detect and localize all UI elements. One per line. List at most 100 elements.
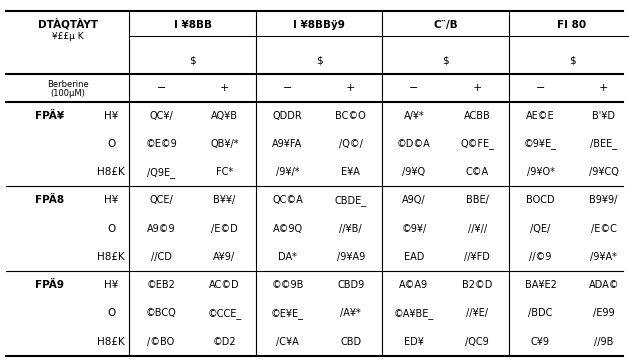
Text: $: $ [316, 56, 323, 66]
Text: O: O [107, 139, 115, 149]
Text: QDDR: QDDR [272, 111, 303, 121]
Text: A¥9/: A¥9/ [213, 252, 235, 262]
Text: Q©FE_: Q©FE_ [460, 139, 494, 150]
Text: H8£K: H8£K [97, 337, 125, 347]
Text: //©9: //©9 [529, 252, 552, 262]
Text: C¨/B: C¨/B [433, 20, 458, 30]
Text: AE©E: AE©E [526, 111, 555, 121]
Text: B2©D: B2©D [462, 280, 493, 290]
Text: H¥: H¥ [104, 195, 118, 205]
Text: /Q©/: /Q©/ [339, 139, 363, 149]
Text: A©A9: A©A9 [399, 280, 428, 290]
Text: ©©9B: ©©9B [271, 280, 304, 290]
Text: /QC9: /QC9 [465, 337, 489, 347]
Text: E¥A: E¥A [342, 167, 360, 177]
Text: A9¥FA: A9¥FA [272, 139, 303, 149]
Text: /E©C: /E©C [591, 224, 616, 234]
Text: −: − [283, 83, 292, 93]
Text: ©BCQ: ©BCQ [146, 309, 176, 318]
Text: FPÄ8: FPÄ8 [35, 195, 64, 205]
Text: QB¥/*: QB¥/* [210, 139, 238, 149]
Text: −: − [409, 83, 419, 93]
Text: B9¥9/: B9¥9/ [589, 195, 618, 205]
Text: /Q9E_: /Q9E_ [147, 167, 175, 178]
Text: FPÄ¥: FPÄ¥ [35, 111, 64, 121]
Text: ©D2: ©D2 [213, 337, 236, 347]
Text: ©CCE_: ©CCE_ [207, 308, 242, 319]
Text: B'¥D: B'¥D [592, 111, 615, 121]
Text: CBDE_: CBDE_ [335, 195, 367, 206]
Text: /9¥A9: /9¥A9 [337, 252, 365, 262]
Text: +: + [472, 83, 482, 93]
Text: AQ¥B: AQ¥B [211, 111, 238, 121]
Text: ©E©9: ©E©9 [145, 139, 177, 149]
Text: +: + [346, 83, 355, 93]
Text: DTÀQTÀYT: DTÀQTÀYT [38, 18, 98, 29]
Text: H8£K: H8£K [97, 252, 125, 262]
Text: H8£K: H8£K [97, 167, 125, 177]
Text: /E©D: /E©D [211, 224, 238, 234]
Text: Berberine: Berberine [47, 80, 89, 89]
Text: ED¥: ED¥ [404, 337, 424, 347]
Text: O: O [107, 309, 115, 318]
Text: A©9Q: A©9Q [272, 224, 303, 234]
Text: //¥B/: //¥B/ [340, 224, 362, 234]
Text: ©A¥BE_: ©A¥BE_ [394, 308, 434, 319]
Text: ©9¥/: ©9¥/ [401, 224, 426, 234]
Text: ©E¥E_: ©E¥E_ [271, 308, 304, 319]
Text: CBD9: CBD9 [337, 280, 364, 290]
Text: H¥: H¥ [104, 280, 118, 290]
Text: //¥//: //¥// [467, 224, 487, 234]
Text: FC*: FC* [216, 167, 233, 177]
Text: A/¥*: A/¥* [404, 111, 425, 121]
Text: −: − [157, 83, 165, 93]
Text: /9¥O*: /9¥O* [526, 167, 554, 177]
Text: ©EB2: ©EB2 [147, 280, 175, 290]
Text: BBE/: BBE/ [465, 195, 489, 205]
Text: ADA©: ADA© [588, 280, 619, 290]
Text: //9B: //9B [594, 337, 613, 347]
Text: A9Q/: A9Q/ [402, 195, 426, 205]
Text: ACBB: ACBB [464, 111, 491, 121]
Text: A9©9: A9©9 [147, 224, 175, 234]
Text: C¥9: C¥9 [531, 337, 550, 347]
Text: +: + [599, 83, 608, 93]
Text: QC¥/: QC¥/ [149, 111, 173, 121]
Text: FPÄ9: FPÄ9 [35, 280, 64, 290]
Text: /BDC: /BDC [528, 309, 553, 318]
Text: //CD: //CD [150, 252, 172, 262]
Text: /9¥Q: /9¥Q [403, 167, 426, 177]
Text: /E99: /E99 [593, 309, 615, 318]
Text: C©A: C©A [465, 167, 489, 177]
Text: /9¥A*: /9¥A* [590, 252, 617, 262]
Text: $: $ [569, 56, 576, 66]
Text: /A¥*: /A¥* [340, 309, 361, 318]
Text: //¥E/: //¥E/ [466, 309, 488, 318]
Text: BA¥E2: BA¥E2 [525, 280, 557, 290]
Text: $: $ [189, 56, 196, 66]
Text: ©D©A: ©D©A [397, 139, 431, 149]
Text: +: + [220, 83, 229, 93]
Text: CBD: CBD [340, 337, 361, 347]
Text: /9¥CQ: /9¥CQ [589, 167, 618, 177]
Text: FI 80: FI 80 [557, 20, 587, 30]
Text: /QE/: /QE/ [530, 224, 550, 234]
Text: $: $ [442, 56, 449, 66]
Text: (100μM): (100μM) [50, 89, 86, 98]
Text: AC©D: AC©D [209, 280, 240, 290]
Text: /©BO: /©BO [147, 337, 175, 347]
Text: B¥¥/: B¥¥/ [213, 195, 235, 205]
Text: QC©A: QC©A [272, 195, 303, 205]
Text: EAD: EAD [404, 252, 424, 262]
Text: QCE/: QCE/ [149, 195, 173, 205]
Text: BOCD: BOCD [526, 195, 555, 205]
Text: H¥: H¥ [104, 111, 118, 121]
Text: DA*: DA* [278, 252, 297, 262]
Text: I ¥8BB: I ¥8BB [174, 20, 212, 30]
Text: O: O [107, 224, 115, 234]
Text: /9¥/*: /9¥/* [276, 167, 299, 177]
Text: −: − [536, 83, 545, 93]
Text: /BEE_: /BEE_ [590, 139, 617, 150]
Text: ¥££µ K: ¥££µ K [52, 32, 84, 41]
Text: //¥FD: //¥FD [464, 252, 490, 262]
